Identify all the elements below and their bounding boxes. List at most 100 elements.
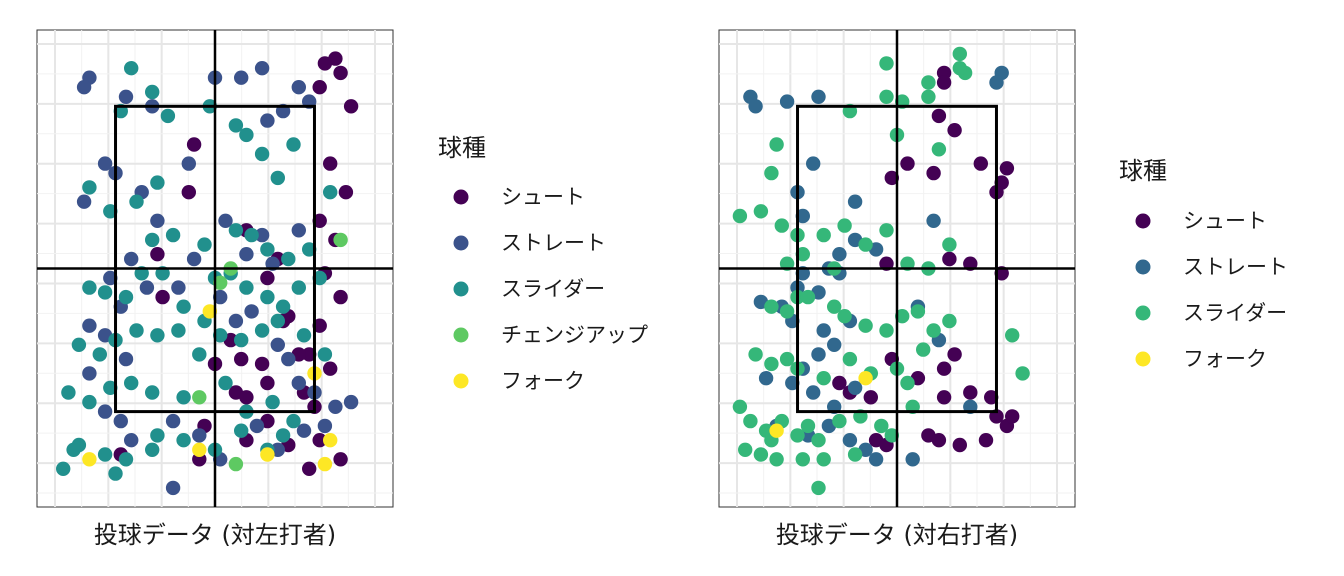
scatter-point: [213, 328, 228, 343]
scatter-point: [732, 399, 748, 414]
scatter-point: [265, 394, 280, 410]
scatter-point: [291, 80, 306, 95]
scatter-point: [103, 204, 118, 219]
scatter-point: [103, 380, 118, 395]
scatter-point: [281, 251, 296, 267]
scatter-point: [842, 433, 858, 448]
scatter-point: [879, 323, 894, 338]
scatter-point: [931, 142, 947, 157]
scatter-point: [921, 75, 936, 90]
scatter-point: [942, 313, 957, 329]
scatter-point: [165, 413, 181, 429]
scatter-point: [260, 113, 275, 128]
scatter-point: [192, 347, 207, 362]
scatter-point: [249, 418, 265, 434]
scatter-point: [847, 380, 863, 395]
scatter-point: [56, 461, 71, 476]
scatter-point: [926, 213, 941, 228]
scatter-point: [816, 323, 831, 338]
scatter-point: [952, 60, 967, 76]
scatter-point: [150, 175, 165, 190]
scatter-point: [942, 251, 957, 267]
legend-swatch: [453, 281, 469, 297]
scatter-point: [800, 289, 816, 305]
scatter-point: [811, 347, 826, 362]
scatter-point: [228, 456, 244, 472]
scatter-point: [97, 404, 113, 419]
scatter-point: [785, 375, 800, 391]
scatter-point: [333, 232, 348, 248]
scatter-point: [254, 323, 270, 338]
scatter-point: [260, 242, 275, 257]
scatter-point: [124, 251, 139, 267]
legend-label: ストレート: [1183, 255, 1288, 279]
scatter-point: [254, 227, 270, 243]
scatter-point: [171, 323, 186, 338]
scatter-point: [302, 242, 317, 257]
scatter-point: [118, 351, 134, 367]
scatter-point: [323, 361, 338, 376]
scatter-point: [936, 75, 952, 90]
scatter-point: [858, 318, 873, 333]
scatter-point: [260, 375, 275, 391]
scatter-point: [82, 280, 97, 295]
scatter-point: [931, 108, 947, 124]
scatter-point: [926, 165, 941, 181]
scatter-point: [800, 418, 816, 434]
scatter-point: [879, 223, 894, 238]
scatter-point: [947, 123, 962, 138]
scatter-point: [82, 394, 97, 410]
scatter-point: [910, 304, 926, 319]
scatter-point: [145, 84, 160, 100]
scatter-point: [978, 433, 994, 448]
scatter-point: [82, 452, 97, 467]
scatter-point: [145, 442, 160, 457]
scatter-point: [213, 289, 228, 305]
legend-swatch: [453, 235, 469, 251]
scatter-point: [82, 318, 97, 333]
scatter-point: [181, 185, 196, 200]
scatter-point: [124, 375, 139, 391]
scatter-point: [296, 328, 312, 343]
scatter-point: [816, 371, 831, 386]
scatter-point: [926, 323, 941, 338]
chart-left: 投球データ (対左打者) 球種 シュートストレートスライダーチェンジアップフォー…: [36, 29, 648, 549]
scatter-point: [984, 390, 999, 405]
scatter-point: [296, 423, 312, 438]
scatter-point: [837, 309, 852, 324]
scatter-point: [1005, 409, 1020, 424]
strike-zone: [796, 104, 998, 414]
scatter-point: [816, 227, 831, 243]
legend-swatch: [453, 327, 469, 343]
scatter-point: [816, 452, 831, 467]
legend-label: スライダー: [501, 277, 605, 301]
scatter-point: [769, 452, 784, 467]
scatter-point: [218, 213, 233, 228]
scatter-point: [197, 237, 212, 252]
scatter-point: [202, 304, 217, 319]
scatter-point: [291, 375, 306, 391]
scatter-point: [176, 299, 191, 314]
scatter-point: [317, 418, 333, 434]
scatter-point: [779, 94, 795, 109]
scatter-point: [832, 375, 847, 391]
legend-label: シュート: [1183, 209, 1267, 233]
scatter-point: [323, 185, 338, 200]
scatter-point: [806, 385, 821, 400]
scatter-point: [239, 280, 254, 295]
scatter-point: [124, 433, 139, 448]
scatter-point: [139, 280, 155, 295]
scatter-point: [145, 385, 160, 400]
scatter-point: [795, 452, 810, 467]
scatter-point: [769, 137, 784, 152]
scatter-point: [832, 247, 847, 262]
scatter-point: [150, 328, 165, 343]
strike-zone: [114, 104, 316, 414]
scatter-point: [171, 280, 186, 295]
scatter-point: [312, 433, 327, 448]
scatter-point: [97, 156, 113, 171]
scatter-point: [234, 70, 249, 85]
scatter-point: [328, 399, 343, 414]
scatter-point: [764, 356, 779, 372]
